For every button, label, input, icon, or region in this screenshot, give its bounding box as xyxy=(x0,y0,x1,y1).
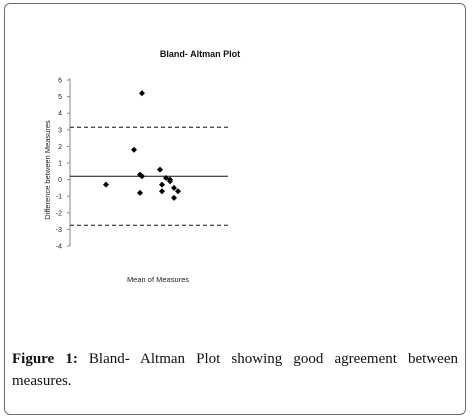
data-point xyxy=(137,189,143,196)
data-point xyxy=(139,90,145,97)
data-point xyxy=(139,173,145,180)
data-point xyxy=(159,188,165,195)
figure-caption: Figure 1: Bland- Altman Plot showing goo… xyxy=(12,348,458,392)
data-point xyxy=(171,184,177,191)
y-tick-label: 3 xyxy=(58,127,62,134)
y-tick-label: 0 xyxy=(58,177,62,184)
y-tick-label: -3 xyxy=(56,227,62,234)
data-points xyxy=(103,90,181,201)
y-tick-label: 6 xyxy=(58,78,62,85)
data-point xyxy=(157,166,163,173)
data-point xyxy=(167,176,173,183)
bland-altman-chart: Bland- Altman Plot 6 5 4 3 2 1 0 -1 -2 -3 -4 Diffe… xyxy=(43,49,240,284)
data-point xyxy=(131,146,137,153)
data-point xyxy=(159,181,165,188)
x-axis-label: Mean of Measures xyxy=(127,275,189,284)
y-tick-label: -1 xyxy=(56,194,62,201)
y-tick-label: -2 xyxy=(56,210,62,217)
caption-text: Bland- Altman Plot showing good agreemen… xyxy=(12,351,458,389)
y-tick-label: -4 xyxy=(56,244,62,251)
y-tick-label: 5 xyxy=(58,94,62,101)
chart-title: Bland- Altman Plot xyxy=(160,49,240,59)
data-point xyxy=(171,194,177,201)
y-tick-label: 2 xyxy=(58,144,62,151)
figure-frame xyxy=(4,3,466,415)
data-point xyxy=(175,188,181,195)
y-tick-group: 6 5 4 3 2 1 0 -1 -2 -3 -4 xyxy=(56,78,70,251)
reference-lines xyxy=(70,126,228,226)
caption-label: Figure 1: xyxy=(12,351,78,367)
data-point xyxy=(103,181,109,188)
y-tick-label: 4 xyxy=(58,111,62,118)
y-axis-label: Difference between Measures xyxy=(43,120,52,220)
y-tick-label: 1 xyxy=(58,161,62,168)
